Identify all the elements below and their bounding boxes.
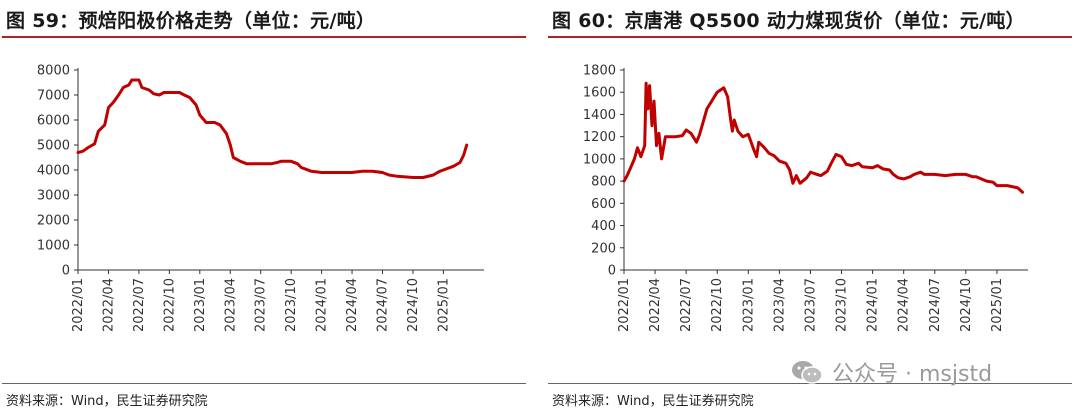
x-tick-label: 2024/10 [959,278,974,332]
source-note: 资料来源：Wind，民生证券研究院 [6,394,208,409]
x-tick-label: 2024/04 [345,278,360,332]
title-divider [548,36,1072,38]
x-tick-label: 2023/04 [223,278,238,332]
x-tick-label: 2022/04 [101,278,116,332]
x-tick-label: 2024/01 [866,278,881,332]
watermark-text: 公众号 · msjstd [832,362,993,387]
chart-title: 图 60：京唐港 Q5500 动力煤现货价（单位：元/吨） [552,10,1025,32]
x-tick-label: 2023/10 [835,278,850,332]
x-tick-label: 2023/01 [741,278,756,332]
y-tick-label: 1800 [583,64,616,79]
x-tick-label: 2024/07 [928,278,943,332]
y-tick-label: 5000 [37,139,70,154]
chart-panel-coal: 图 60：京唐港 Q5500 动力煤现货价（单位：元/吨） 0 200 400 600… [548,0,1074,414]
series-line [76,78,469,179]
series-line [622,81,1024,194]
source-note: 资料来源：Wind，民生证券研究院 [552,394,754,409]
wechat-icon [792,361,823,384]
x-tick-label: 2023/10 [284,278,299,332]
y-tick-label: 1000 [583,152,616,167]
y-tick-label: 1600 [583,86,616,101]
y-tick-label: 3000 [37,189,70,204]
chart-title: 图 59：预焙阳极价格走势（单位：元/吨） [6,10,376,32]
y-tick-label: 0 [62,264,70,279]
x-tick-label: 2024/07 [376,278,391,332]
watermark: 公众号 · msjstd [790,354,992,390]
y-tick-label: 0 [608,264,616,279]
y-tick-label: 1400 [583,108,616,123]
x-tick-label: 2022/01 [71,278,86,332]
x-tick-label: 2022/10 [162,278,177,332]
y-tick-label: 1200 [583,130,616,145]
x-tick-label: 2022/01 [617,278,632,332]
x-tick-label: 2022/10 [710,278,725,332]
y-tick-label: 4000 [37,164,70,179]
x-tick-label: 2023/07 [254,278,269,332]
x-tick-label: 2024/04 [897,278,912,332]
x-tick-label: 2024/10 [406,278,421,332]
x-tick-label: 2023/04 [772,278,787,332]
y-tick-label: 200 [591,241,616,256]
anode-price-chart: 0 1000 2000 3000 4000 5000 6000 7000 8000 2022/01… [37,64,484,332]
title-divider [2,36,526,38]
y-tick-label: 1000 [37,239,70,254]
footer-divider [2,383,526,384]
x-tick-label: 2022/07 [679,278,694,332]
x-tick-label: 2022/04 [648,278,663,332]
coal-price-chart: 0 200 400 600 800 1000 1200 1400 1600 1800 2022/01… [583,64,1028,332]
y-tick-label: 7000 [37,89,70,104]
chart-panel-anode: 图 59：预焙阳极价格走势（单位：元/吨） 0 1000 2000 3000 4000 5… [2,0,528,414]
y-tick-label: 2000 [37,214,70,229]
x-tick-label: 2025/01 [990,278,1005,332]
x-tick-label: 2023/01 [193,278,208,332]
x-tick-label: 2022/07 [132,278,147,332]
x-tick-label: 2024/01 [315,278,330,332]
y-tick-label: 8000 [37,64,70,79]
y-tick-label: 6000 [37,114,70,129]
y-tick-label: 400 [591,219,616,234]
x-tick-label: 2023/07 [803,278,818,332]
y-tick-label: 600 [591,197,616,212]
x-tick-label: 2025/01 [436,278,451,332]
y-tick-label: 800 [591,175,616,190]
